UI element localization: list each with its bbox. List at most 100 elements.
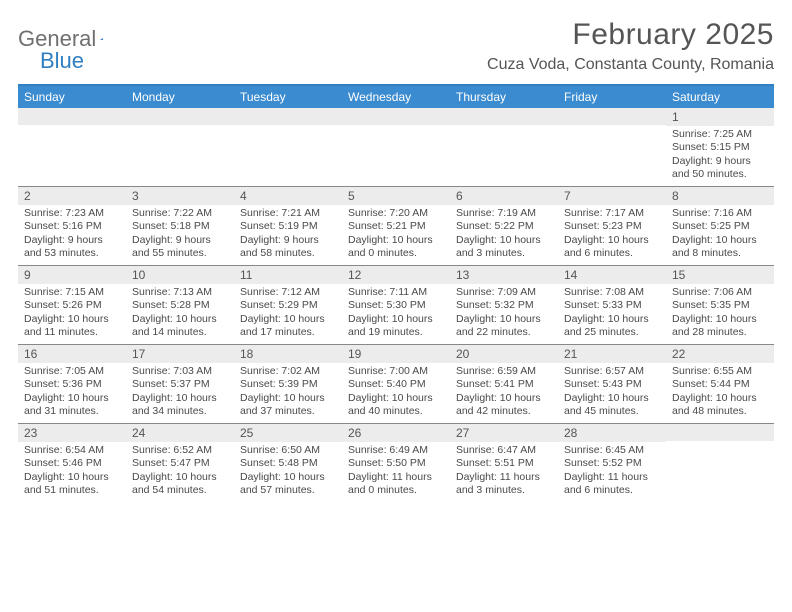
sunrise-text: Sunrise: 7:02 AM	[240, 365, 336, 378]
daylight-text: Daylight: 10 hours	[348, 392, 444, 405]
day-number: 16	[18, 345, 126, 363]
sunrise-text: Sunrise: 6:54 AM	[24, 444, 120, 457]
day-cell	[450, 108, 558, 186]
daylight-text: and 51 minutes.	[24, 484, 120, 497]
day-details: Sunrise: 7:15 AMSunset: 5:26 PMDaylight:…	[18, 284, 126, 344]
day-number: 18	[234, 345, 342, 363]
day-details: Sunrise: 7:09 AMSunset: 5:32 PMDaylight:…	[450, 284, 558, 344]
daylight-text: and 19 minutes.	[348, 326, 444, 339]
day-cell: 22Sunrise: 6:55 AMSunset: 5:44 PMDayligh…	[666, 345, 774, 423]
sunrise-text: Sunrise: 6:57 AM	[564, 365, 660, 378]
daylight-text: Daylight: 10 hours	[564, 392, 660, 405]
logo-triangle-icon	[100, 31, 103, 47]
sunrise-text: Sunrise: 7:11 AM	[348, 286, 444, 299]
sunrise-text: Sunrise: 7:05 AM	[24, 365, 120, 378]
day-number	[666, 424, 774, 441]
sunrise-text: Sunrise: 7:13 AM	[132, 286, 228, 299]
sunset-text: Sunset: 5:25 PM	[672, 220, 768, 233]
sunrise-text: Sunrise: 6:59 AM	[456, 365, 552, 378]
sunrise-text: Sunrise: 7:20 AM	[348, 207, 444, 220]
day-number: 6	[450, 187, 558, 205]
sunrise-text: Sunrise: 6:55 AM	[672, 365, 768, 378]
daylight-text: and 11 minutes.	[24, 326, 120, 339]
day-details: Sunrise: 7:21 AMSunset: 5:19 PMDaylight:…	[234, 205, 342, 265]
sunset-text: Sunset: 5:33 PM	[564, 299, 660, 312]
day-number: 7	[558, 187, 666, 205]
daylight-text: and 17 minutes.	[240, 326, 336, 339]
daylight-text: Daylight: 11 hours	[348, 471, 444, 484]
day-cell: 11Sunrise: 7:12 AMSunset: 5:29 PMDayligh…	[234, 266, 342, 344]
daylight-text: and 37 minutes.	[240, 405, 336, 418]
day-number: 1	[666, 108, 774, 126]
sunset-text: Sunset: 5:46 PM	[24, 457, 120, 470]
sunset-text: Sunset: 5:40 PM	[348, 378, 444, 391]
day-cell: 7Sunrise: 7:17 AMSunset: 5:23 PMDaylight…	[558, 187, 666, 265]
day-details	[342, 125, 450, 131]
sunset-text: Sunset: 5:29 PM	[240, 299, 336, 312]
week-row: 2Sunrise: 7:23 AMSunset: 5:16 PMDaylight…	[18, 186, 774, 265]
daylight-text: and 31 minutes.	[24, 405, 120, 418]
day-cell	[18, 108, 126, 186]
day-cell: 25Sunrise: 6:50 AMSunset: 5:48 PMDayligh…	[234, 424, 342, 502]
daylight-text: Daylight: 10 hours	[240, 471, 336, 484]
day-number	[342, 108, 450, 125]
day-details: Sunrise: 7:25 AMSunset: 5:15 PMDaylight:…	[666, 126, 774, 186]
daylight-text: Daylight: 10 hours	[672, 234, 768, 247]
daylight-text: and 3 minutes.	[456, 484, 552, 497]
day-cell: 4Sunrise: 7:21 AMSunset: 5:19 PMDaylight…	[234, 187, 342, 265]
day-details	[450, 125, 558, 131]
daylight-text: Daylight: 9 hours	[672, 155, 768, 168]
day-details	[558, 125, 666, 131]
day-number: 2	[18, 187, 126, 205]
daylight-text: Daylight: 10 hours	[240, 313, 336, 326]
day-number: 24	[126, 424, 234, 442]
day-details: Sunrise: 6:52 AMSunset: 5:47 PMDaylight:…	[126, 442, 234, 502]
day-cell: 5Sunrise: 7:20 AMSunset: 5:21 PMDaylight…	[342, 187, 450, 265]
sunrise-text: Sunrise: 7:19 AM	[456, 207, 552, 220]
daylight-text: and 53 minutes.	[24, 247, 120, 260]
sunset-text: Sunset: 5:48 PM	[240, 457, 336, 470]
day-number: 8	[666, 187, 774, 205]
daylight-text: Daylight: 11 hours	[456, 471, 552, 484]
sunrise-text: Sunrise: 7:09 AM	[456, 286, 552, 299]
daylight-text: Daylight: 10 hours	[24, 392, 120, 405]
day-details: Sunrise: 6:54 AMSunset: 5:46 PMDaylight:…	[18, 442, 126, 502]
day-number: 15	[666, 266, 774, 284]
day-cell: 23Sunrise: 6:54 AMSunset: 5:46 PMDayligh…	[18, 424, 126, 502]
daylight-text: and 34 minutes.	[132, 405, 228, 418]
day-details: Sunrise: 7:03 AMSunset: 5:37 PMDaylight:…	[126, 363, 234, 423]
day-cell: 14Sunrise: 7:08 AMSunset: 5:33 PMDayligh…	[558, 266, 666, 344]
day-details: Sunrise: 7:17 AMSunset: 5:23 PMDaylight:…	[558, 205, 666, 265]
day-cell	[126, 108, 234, 186]
day-details	[234, 125, 342, 131]
day-details: Sunrise: 7:23 AMSunset: 5:16 PMDaylight:…	[18, 205, 126, 265]
day-cell: 17Sunrise: 7:03 AMSunset: 5:37 PMDayligh…	[126, 345, 234, 423]
day-cell: 20Sunrise: 6:59 AMSunset: 5:41 PMDayligh…	[450, 345, 558, 423]
daylight-text: and 22 minutes.	[456, 326, 552, 339]
week-row: 9Sunrise: 7:15 AMSunset: 5:26 PMDaylight…	[18, 265, 774, 344]
sunset-text: Sunset: 5:50 PM	[348, 457, 444, 470]
daylight-text: Daylight: 10 hours	[132, 313, 228, 326]
day-cell: 15Sunrise: 7:06 AMSunset: 5:35 PMDayligh…	[666, 266, 774, 344]
logo: General	[18, 18, 120, 52]
day-details: Sunrise: 7:08 AMSunset: 5:33 PMDaylight:…	[558, 284, 666, 344]
weekday-header-row: Sunday Monday Tuesday Wednesday Thursday…	[18, 86, 774, 108]
daylight-text: Daylight: 10 hours	[24, 471, 120, 484]
day-number: 20	[450, 345, 558, 363]
daylight-text: and 0 minutes.	[348, 247, 444, 260]
day-details: Sunrise: 7:22 AMSunset: 5:18 PMDaylight:…	[126, 205, 234, 265]
sunset-text: Sunset: 5:37 PM	[132, 378, 228, 391]
sunrise-text: Sunrise: 7:06 AM	[672, 286, 768, 299]
daylight-text: Daylight: 10 hours	[348, 234, 444, 247]
day-details	[18, 125, 126, 131]
day-details: Sunrise: 7:20 AMSunset: 5:21 PMDaylight:…	[342, 205, 450, 265]
daylight-text: and 8 minutes.	[672, 247, 768, 260]
daylight-text: and 58 minutes.	[240, 247, 336, 260]
day-cell: 12Sunrise: 7:11 AMSunset: 5:30 PMDayligh…	[342, 266, 450, 344]
day-number: 9	[18, 266, 126, 284]
daylight-text: and 6 minutes.	[564, 484, 660, 497]
sunrise-text: Sunrise: 7:21 AM	[240, 207, 336, 220]
day-details: Sunrise: 7:02 AMSunset: 5:39 PMDaylight:…	[234, 363, 342, 423]
sunset-text: Sunset: 5:35 PM	[672, 299, 768, 312]
daylight-text: Daylight: 9 hours	[24, 234, 120, 247]
